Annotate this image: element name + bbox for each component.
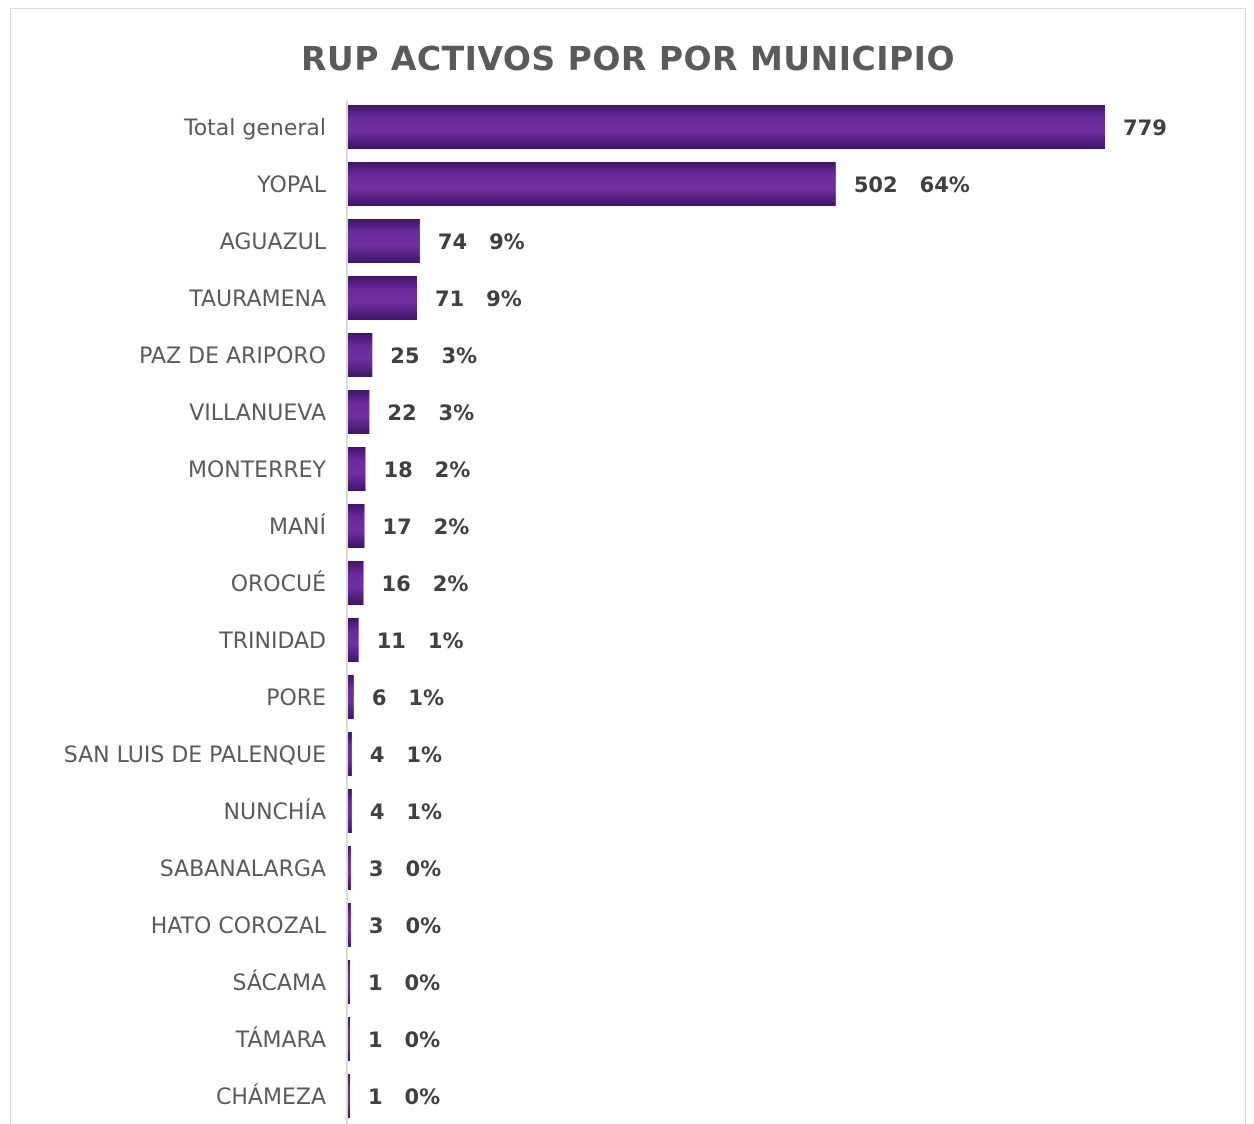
category-label: OROCUÉ [231,571,326,597]
category-label: VILLANUEVA [189,401,326,426]
bar [348,333,373,377]
bar [348,162,836,206]
bar [348,960,350,1004]
bar [348,846,351,890]
category-label: TÁMARA [235,1027,326,1053]
bar [348,276,417,320]
data-label: 4 1% [370,743,442,767]
data-label: 74 9% [438,230,525,254]
category-label: SÁCAMA [233,970,326,996]
data-label: 6 1% [372,686,444,710]
data-label: 3 0% [369,857,441,881]
bar [348,447,366,491]
bar [348,105,1105,149]
category-label: YOPAL [256,173,326,198]
bar [348,675,354,719]
category-label: NUNCHÍA [224,799,326,825]
category-label: MONTERREY [188,458,327,483]
category-label: SABANALARGA [160,857,326,882]
category-label: CHÁMEZA [216,1084,326,1110]
category-label: PORE [266,686,326,711]
chart-title: RUP ACTIVOS POR POR MUNICIPIO [300,39,956,78]
category-label: MANÍ [269,514,326,540]
bar [348,732,352,776]
category-label: Total general [183,116,326,141]
category-label: SAN LUIS DE PALENQUE [64,743,326,768]
bar [348,903,351,947]
data-label: 502 64% [854,173,970,197]
bar [348,504,365,548]
bar [348,618,359,662]
data-label: 16 2% [382,572,469,596]
data-label: 1 0% [368,1085,440,1109]
data-label: 25 3% [390,344,477,368]
bar [348,1074,350,1118]
bar [348,789,352,833]
bar [348,219,420,263]
category-label: HATO COROZAL [151,914,327,939]
data-label: 11 1% [377,629,464,653]
data-label: 1 0% [368,971,440,995]
category-label: PAZ DE ARIPORO [139,344,326,369]
data-label: 71 9% [435,287,522,311]
bar [348,1017,350,1061]
data-label: 3 0% [369,914,441,938]
data-label: 1 0% [368,1028,440,1052]
data-label: 22 3% [387,401,474,425]
category-label: TRINIDAD [218,629,326,654]
category-label: AGUAZUL [220,230,327,255]
data-label: 779 [1123,116,1167,140]
data-label: 4 1% [370,800,442,824]
bar [348,390,370,434]
data-label: 18 2% [383,458,470,482]
bar [348,561,364,605]
category-label: TAURAMENA [188,287,326,312]
data-label: 17 2% [383,515,470,539]
